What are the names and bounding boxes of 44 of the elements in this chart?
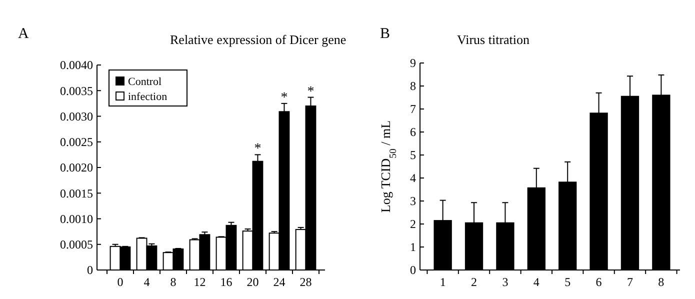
annotation: *: [254, 142, 262, 157]
legend-label: infection: [128, 91, 168, 103]
y-tick-label: 0.0025: [60, 135, 93, 150]
x-tick-label: 8: [658, 275, 664, 289]
y-tick-label: 0.0010: [60, 212, 93, 226]
x-tick-label: 2: [471, 275, 478, 289]
y-tick-label: 0.0005: [60, 238, 93, 252]
y-tick-label: 1: [410, 240, 416, 254]
y-tick-label: 0.0020: [60, 160, 93, 175]
x-tick-label: 5: [564, 275, 571, 289]
text: B: [380, 26, 390, 42]
y-tick-label: 8: [410, 79, 416, 94]
y-tick-label: 0: [410, 263, 416, 278]
y-tick-label: 2: [410, 217, 416, 232]
x-tick-label: 16: [220, 275, 232, 289]
chart-title: Virus titration: [457, 32, 530, 47]
x-tick-label: 24: [273, 275, 286, 289]
x-tick-label: 6: [596, 275, 602, 289]
y-tick-label: 0.0040: [60, 58, 93, 72]
y-tick-label: 4: [410, 171, 416, 186]
y-tick-label: 3: [410, 194, 416, 208]
x-tick-label: 3: [502, 275, 508, 289]
x-tick-label: 4: [144, 275, 150, 289]
x-tick-label: 8: [170, 275, 176, 289]
y-tick-label: 0.0035: [60, 84, 93, 98]
x-tick-label: 1: [440, 275, 446, 289]
y-tick-label: 9: [410, 56, 416, 70]
y-tick-label: 6: [410, 125, 416, 140]
y-tick-label: 0.0015: [60, 186, 93, 200]
y-tick-label: 7: [410, 102, 416, 116]
x-tick-label: 4: [533, 275, 540, 289]
x-tick-label: 20: [246, 275, 259, 289]
x-tick-label: 7: [626, 275, 633, 289]
x-tick-label: 0: [117, 275, 124, 289]
chart-title: Relative expression of Dicer gene: [170, 32, 346, 47]
y-tick-label: 5: [410, 148, 416, 162]
x-tick-label: 28: [300, 275, 312, 289]
text: A: [18, 26, 29, 42]
x-tick-label: 12: [194, 275, 206, 289]
y-tick-label: 0.0030: [60, 109, 93, 124]
annotation: *: [307, 84, 314, 100]
y-tick-label: 0: [87, 263, 93, 278]
annotation: *: [280, 90, 288, 106]
legend-label: Control: [128, 76, 162, 88]
